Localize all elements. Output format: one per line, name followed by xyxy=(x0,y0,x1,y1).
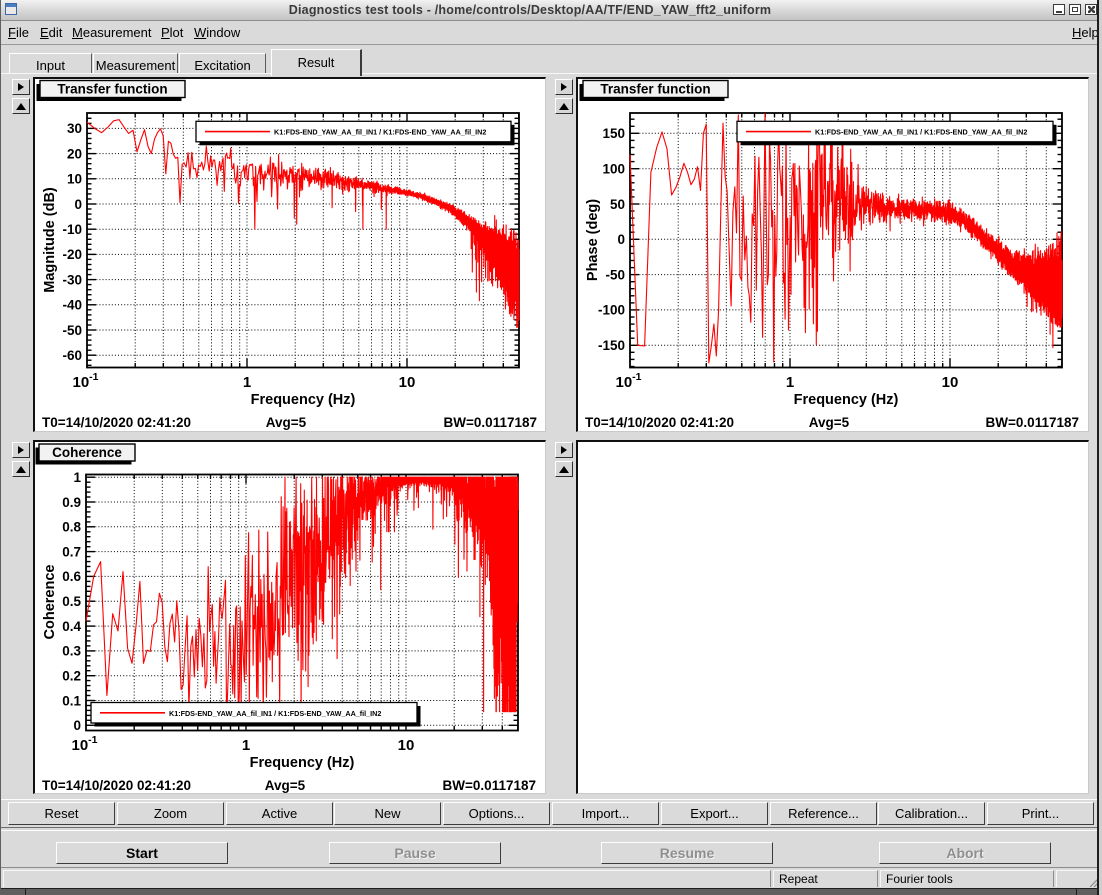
svg-text:100: 100 xyxy=(602,162,625,177)
svg-text:1: 1 xyxy=(73,470,81,485)
svg-text:BW=0.0117187: BW=0.0117187 xyxy=(443,778,536,793)
svg-text:Coherence: Coherence xyxy=(42,565,58,640)
svg-text:50: 50 xyxy=(610,197,625,212)
svg-text:0.2: 0.2 xyxy=(62,669,81,684)
svg-text:150: 150 xyxy=(602,126,625,141)
svg-text:Frequency (Hz): Frequency (Hz) xyxy=(794,392,899,408)
svg-text:-50: -50 xyxy=(605,267,625,282)
svg-text:0: 0 xyxy=(617,232,625,247)
svg-text:-30: -30 xyxy=(62,272,82,287)
svg-text:0.1: 0.1 xyxy=(62,693,81,708)
svg-text:10-1: 10-1 xyxy=(72,371,98,391)
svg-text:Avg=5: Avg=5 xyxy=(265,778,306,793)
svg-text:0.6: 0.6 xyxy=(62,569,81,584)
svg-text:Phase (deg): Phase (deg) xyxy=(585,199,601,281)
svg-text:1: 1 xyxy=(242,737,250,754)
svg-text:T0=14/10/2020 02:41:20: T0=14/10/2020 02:41:20 xyxy=(585,415,734,430)
svg-text:0.4: 0.4 xyxy=(62,619,81,634)
svg-text:0.3: 0.3 xyxy=(62,644,81,659)
svg-text:BW=0.0117187: BW=0.0117187 xyxy=(986,415,1079,430)
svg-text:0: 0 xyxy=(74,197,82,212)
svg-text:0.9: 0.9 xyxy=(62,495,81,510)
svg-text:20: 20 xyxy=(67,146,82,161)
svg-text:-50: -50 xyxy=(62,323,82,338)
svg-text:-150: -150 xyxy=(598,338,625,353)
svg-text:BW=0.0117187: BW=0.0117187 xyxy=(444,415,537,430)
svg-text:10: 10 xyxy=(398,737,415,754)
svg-text:Frequency (Hz): Frequency (Hz) xyxy=(250,755,355,771)
svg-text:0.7: 0.7 xyxy=(62,544,81,559)
svg-text:Magnitude (dB): Magnitude (dB) xyxy=(42,187,58,293)
svg-text:1: 1 xyxy=(243,374,251,391)
svg-text:10: 10 xyxy=(942,374,959,391)
svg-text:-20: -20 xyxy=(62,247,82,262)
svg-text:0.5: 0.5 xyxy=(62,594,81,609)
svg-text:-100: -100 xyxy=(598,303,625,318)
svg-text:Avg=5: Avg=5 xyxy=(809,415,850,430)
svg-text:1: 1 xyxy=(786,374,794,391)
svg-text:Transfer function: Transfer function xyxy=(57,82,167,97)
svg-text:Coherence: Coherence xyxy=(52,445,122,460)
svg-text:K1:FDS-END_YAW_AA_fil_IN1 / K1: K1:FDS-END_YAW_AA_fil_IN1 / K1:FDS-END_Y… xyxy=(815,128,1027,137)
svg-text:0: 0 xyxy=(73,718,81,733)
svg-text:Frequency (Hz): Frequency (Hz) xyxy=(251,392,356,408)
svg-text:-10: -10 xyxy=(62,222,82,237)
svg-text:Avg=5: Avg=5 xyxy=(266,415,307,430)
svg-text:-60: -60 xyxy=(62,348,82,363)
svg-text:10: 10 xyxy=(399,374,416,391)
svg-text:10-1: 10-1 xyxy=(71,734,97,754)
svg-text:K1:FDS-END_YAW_AA_fil_IN1 / K1: K1:FDS-END_YAW_AA_fil_IN1 / K1:FDS-END_Y… xyxy=(274,128,486,137)
svg-text:T0=14/10/2020 02:41:20: T0=14/10/2020 02:41:20 xyxy=(42,778,191,793)
svg-text:0.8: 0.8 xyxy=(62,520,81,535)
svg-text:-40: -40 xyxy=(62,298,82,313)
svg-text:10-1: 10-1 xyxy=(615,371,641,391)
svg-text:Transfer function: Transfer function xyxy=(600,82,710,97)
svg-text:K1:FDS-END_YAW_AA_fil_IN1 / K1: K1:FDS-END_YAW_AA_fil_IN1 / K1:FDS-END_Y… xyxy=(169,709,381,718)
svg-text:30: 30 xyxy=(67,121,82,136)
svg-text:T0=14/10/2020 02:41:20: T0=14/10/2020 02:41:20 xyxy=(42,415,191,430)
svg-text:10: 10 xyxy=(67,172,82,187)
